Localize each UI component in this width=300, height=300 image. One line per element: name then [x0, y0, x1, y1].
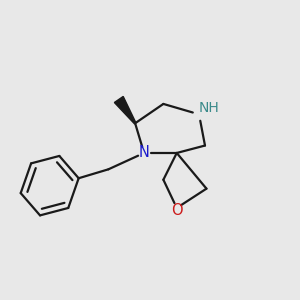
- Text: O: O: [171, 202, 183, 217]
- Polygon shape: [114, 96, 136, 124]
- Text: NH: NH: [199, 101, 220, 116]
- Text: N: N: [139, 146, 149, 160]
